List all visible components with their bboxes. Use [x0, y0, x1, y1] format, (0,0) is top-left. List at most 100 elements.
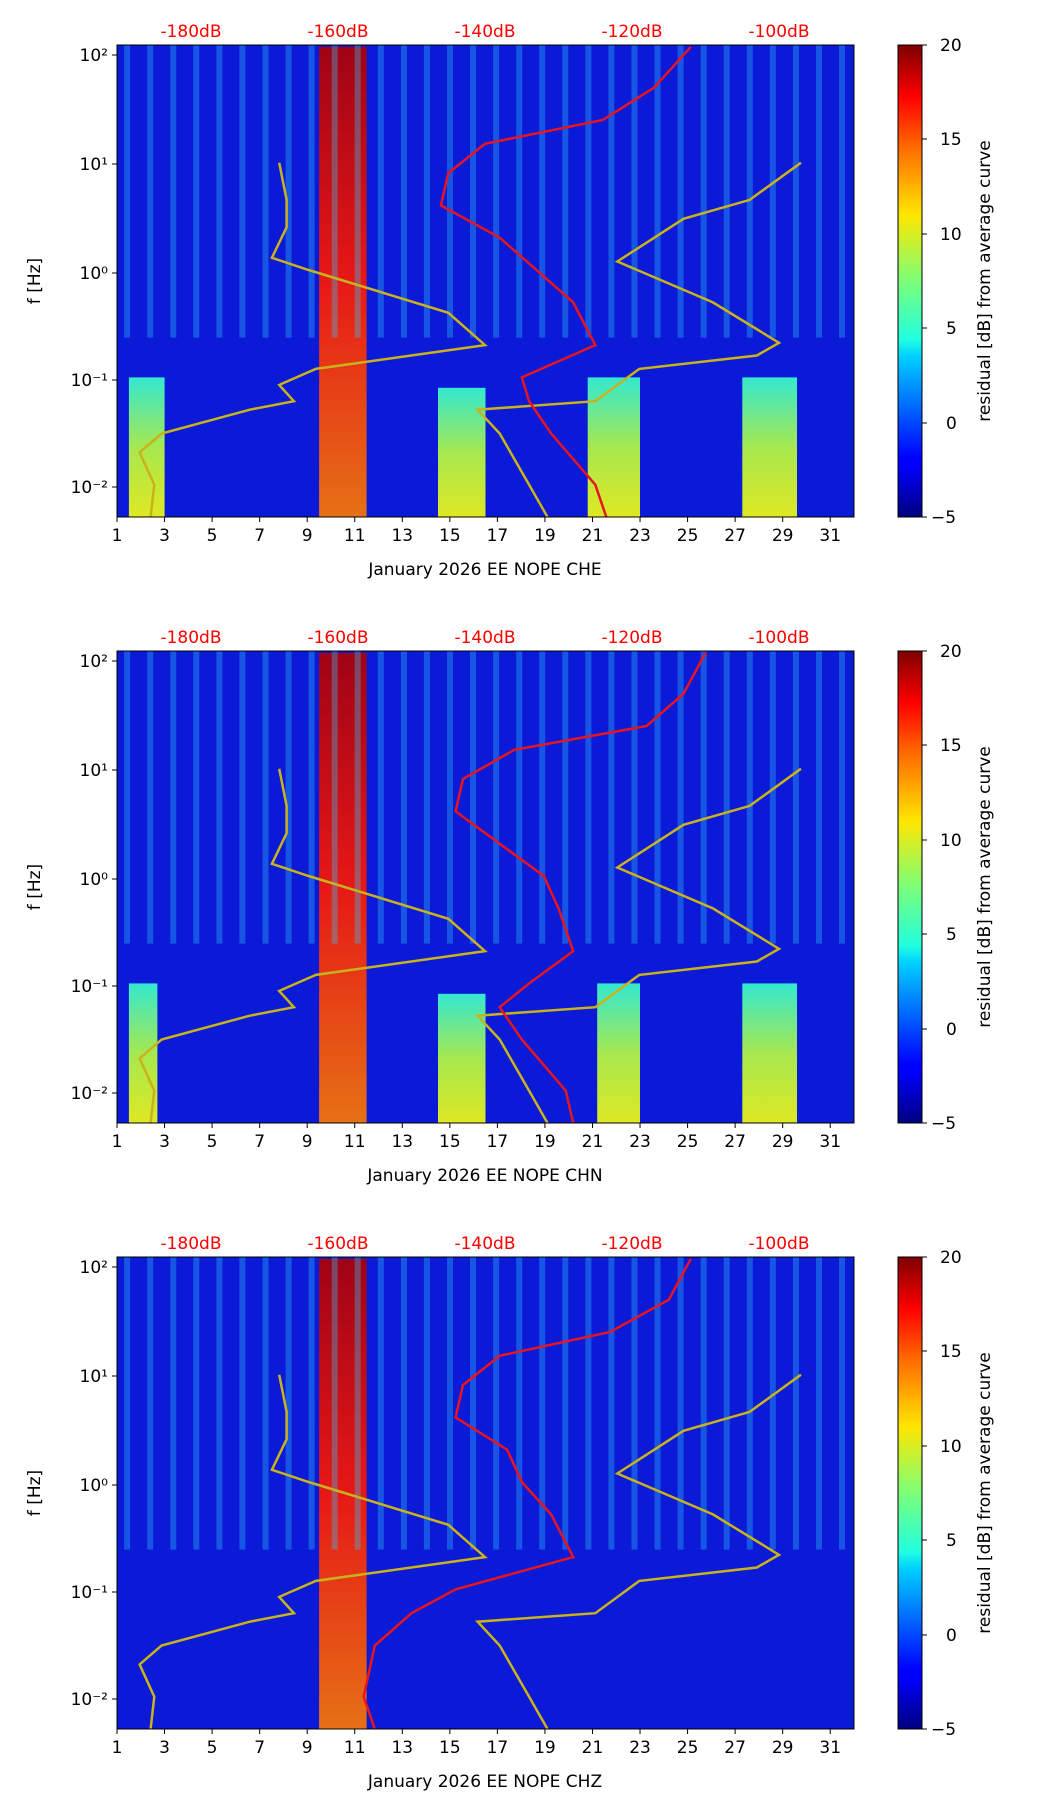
y-tick-label: 10⁰ — [80, 1476, 109, 1496]
x-axis-label: January 2026 EE NOPE CHN — [366, 1166, 602, 1186]
vertical-streaks — [124, 1257, 845, 1550]
db-label: -180dB — [160, 22, 221, 42]
x-tick-label: 1 — [112, 1132, 123, 1152]
x-tick-label: 5 — [207, 1738, 218, 1758]
colorbar — [897, 44, 923, 518]
panel-che: -180dB -160dB -140dB -120dB -100dB 10⁻² … — [25, 22, 995, 580]
y-tick-label: 10¹ — [80, 1367, 108, 1387]
nhnm-model-curve — [474, 161, 802, 518]
y-axis-label: f [Hz] — [25, 258, 45, 304]
x-tick-label: 13 — [391, 1738, 413, 1758]
heat-band — [319, 46, 367, 518]
streak — [792, 651, 799, 944]
x-tick-label: 5 — [207, 526, 218, 546]
colorbar-ticks: −5 0 5 10 15 20 — [922, 1248, 962, 1740]
x-tick-label: 27 — [724, 1132, 746, 1152]
y-tick-label: 10⁰ — [80, 870, 109, 890]
streak — [447, 45, 453, 338]
streak — [631, 45, 638, 338]
y-axis: 10⁻² 10⁻¹ 10⁰ 10¹ 10² f [Hz] — [25, 652, 117, 1104]
streak — [331, 1257, 338, 1550]
streak — [723, 45, 730, 338]
streak — [792, 1257, 799, 1550]
y-tick-label: 10⁻¹ — [71, 1583, 108, 1603]
nlnm-model-curve — [138, 162, 488, 518]
streak — [193, 651, 200, 944]
y-tick-label: 10⁻² — [71, 1690, 108, 1710]
db-label: -160dB — [307, 628, 368, 648]
streak — [400, 1257, 407, 1550]
colorbar-label: residual [dB] from average curve — [975, 1352, 995, 1633]
streak — [170, 45, 177, 338]
x-tick-label: 31 — [819, 1132, 841, 1152]
streak — [239, 651, 246, 944]
colorbar-ticks: −5 0 5 10 15 20 — [922, 36, 962, 528]
colorbar-tick-label: 15 — [940, 736, 962, 756]
colorbar-tick-label: −5 — [931, 508, 956, 528]
x-tick-label: 23 — [629, 1132, 651, 1152]
streak — [723, 1257, 730, 1550]
x-tick-label: 1 — [112, 1738, 123, 1758]
x-tick-label: 9 — [302, 1132, 313, 1152]
streak — [170, 651, 177, 944]
streak — [700, 651, 707, 944]
psd-curve — [362, 1258, 692, 1730]
streak — [608, 651, 615, 944]
streak — [769, 1257, 776, 1550]
db-label: -140dB — [454, 628, 515, 648]
streak — [839, 651, 845, 944]
db-label: -180dB — [160, 628, 221, 648]
x-tick-label: 31 — [819, 1738, 841, 1758]
plot-frame — [116, 44, 855, 518]
plot-background — [117, 1257, 854, 1729]
colorbar-label: residual [dB] from average curve — [975, 140, 995, 421]
streak — [746, 651, 753, 944]
streak — [470, 651, 476, 944]
streak — [631, 651, 638, 944]
x-tick-label: 3 — [159, 526, 170, 546]
heat-bands — [319, 1258, 367, 1729]
heat-band — [438, 387, 486, 517]
streak — [585, 45, 592, 338]
streak — [608, 1257, 615, 1550]
x-tick-label: 15 — [439, 1738, 461, 1758]
y-tick-label: 10² — [80, 46, 108, 66]
streak — [377, 651, 384, 944]
streak — [769, 45, 776, 338]
nlnm-model-curve — [138, 768, 488, 1124]
streak — [539, 45, 546, 338]
streak — [331, 651, 338, 944]
streak — [331, 45, 338, 338]
y-axis-label: f [Hz] — [25, 1470, 45, 1516]
x-tick-label: 5 — [207, 1132, 218, 1152]
y-axis: 10⁻² 10⁻¹ 10⁰ 10¹ 10² f [Hz] — [25, 1258, 117, 1710]
x-tick-label: 29 — [772, 526, 794, 546]
db-label: -100dB — [748, 628, 809, 648]
streak — [816, 1257, 822, 1550]
streak — [447, 651, 453, 944]
streak — [262, 651, 269, 944]
x-tick-label: 17 — [487, 1738, 509, 1758]
x-tick-label: 27 — [724, 526, 746, 546]
y-axis-label: f [Hz] — [25, 864, 45, 910]
streak — [377, 1257, 384, 1550]
streak — [216, 45, 223, 338]
nhnm-model-curve — [474, 767, 802, 1124]
colorbar-tick-label: 15 — [940, 1342, 962, 1362]
streak — [585, 1257, 592, 1550]
streak — [677, 45, 684, 338]
colorbar — [897, 1256, 923, 1730]
x-tick-label: 9 — [302, 526, 313, 546]
streak — [193, 1257, 200, 1550]
streak — [400, 651, 407, 944]
streak — [562, 1257, 569, 1550]
streak — [493, 651, 500, 944]
colorbar-tick-label: −5 — [931, 1720, 956, 1740]
x-tick-label: 19 — [534, 1132, 556, 1152]
colorbar-tick-label: 20 — [940, 1248, 962, 1268]
streak — [285, 651, 292, 944]
x-tick-label: 1 — [112, 526, 123, 546]
x-axis-label: January 2026 EE NOPE CHZ — [367, 1772, 602, 1792]
x-tick-label: 3 — [159, 1738, 170, 1758]
